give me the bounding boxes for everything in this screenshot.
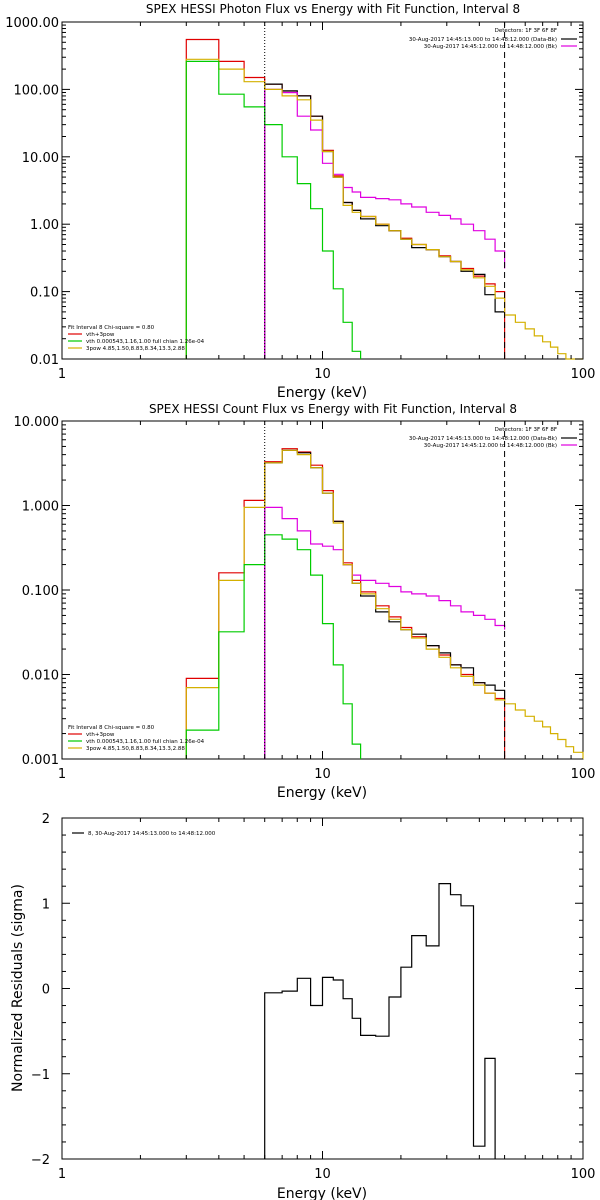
residuals-panel: Energy (keV) Normalized Residuals (sigma… (10, 812, 595, 1200)
photon-flux-axes: 1 10 100 0.01 0.10 1.00 10.00 100.00 1000.00 (5, 16, 595, 382)
count-flux-series-group (185, 421, 584, 759)
residuals-y-tick-label: −2 (31, 1153, 50, 1168)
residuals-series-8-30-aug-2017-14-45-13-000-to-14-48-12-000 (264, 883, 496, 1159)
residuals-y-tick-label: 2 (42, 812, 50, 827)
count-flux-series-vth-3pow (185, 448, 506, 759)
photon-flux-y-tick-label: 1000.00 (5, 16, 59, 31)
photon-flux-series-group (185, 22, 583, 360)
count-flux-legend-item-label: 30-Aug-2017 14:45:13.000 to 14:48:12.000… (409, 436, 557, 442)
residuals-legend-item-label: 8, 30-Aug-2017 14:45:13.000 to 14:48:12.… (88, 831, 216, 837)
residuals-axes: 1 10 100 −2 −1 0 1 2 (31, 812, 596, 1182)
residuals-x-label: Energy (keV) (277, 1186, 367, 1200)
count-flux-title: SPEX HESSI Count Flux vs Energy with Fit… (149, 402, 517, 416)
count-flux-legend-item-label: vth 0.000543,1.16,1.00 full chian 1.26e-… (86, 739, 205, 745)
count-flux-axes: 1 10 100 0.001 0.010 0.100 1.000 10.000 (14, 415, 596, 782)
photon-flux-legend-item-label: 30-Aug-2017 14:45:12.000 to 14:48:12.000… (424, 44, 557, 50)
photon-flux-series-bk (264, 88, 506, 359)
photon-flux-x-tick-label: 100 (571, 367, 596, 382)
photon-flux-legend-item-label: vth 0.000543,1.16,1.00 full chian 1.26e-… (86, 339, 205, 345)
photon-flux-legend-header: Detectors: 1F 3F 6F 8F (495, 28, 557, 34)
residuals-legend: 8, 30-Aug-2017 14:45:13.000 to 14:48:12.… (72, 831, 216, 837)
photon-flux-legend-item-label: 3pow 4.85,1.50,8.83,8.34,13.3,2.88 (86, 346, 185, 352)
residuals-series-group (264, 883, 496, 1159)
count-flux-legend-item-label: 30-Aug-2017 14:45:12.000 to 14:48:12.000… (424, 443, 557, 449)
count-flux-series-3pow (185, 449, 584, 759)
residuals-x-tick-label: 10 (314, 1167, 331, 1182)
photon-flux-legend-item-label: 30-Aug-2017 14:45:13.000 to 14:48:12.000… (409, 37, 557, 43)
photon-flux-y-tick-label: 100.00 (14, 83, 60, 98)
residuals-y-tick-label: 1 (42, 897, 50, 912)
count-flux-x-label: Energy (keV) (277, 785, 367, 801)
photon-flux-series-vth (185, 60, 362, 359)
photon-flux-x-tick-label: 10 (314, 367, 331, 382)
count-flux-legend-item-label: vth+3pow (86, 732, 115, 738)
photon-flux-series-vth-3pow (185, 38, 506, 359)
photon-flux-y-tick-label: 0.01 (30, 353, 59, 368)
photon-flux-y-tick-label: 10.00 (22, 151, 59, 166)
photon-flux-series-3pow (185, 58, 583, 360)
count-flux-x-tick-label: 100 (571, 767, 596, 782)
photon-flux-legend-header: Fit Interval 8 Chi-square = 0.80 (68, 325, 155, 331)
photon-flux-x-tick-label: 1 (58, 367, 66, 382)
photon-flux-legend-item-label: vth+3pow (86, 332, 115, 338)
count-flux-legend-header: Detectors: 1F 3F 6F 8F (495, 427, 557, 433)
photon-flux-x-label: Energy (keV) (277, 385, 367, 401)
count-flux-legend-topright: Detectors: 1F 3F 6F 8F 30-Aug-2017 14:45:… (409, 427, 577, 449)
count-flux-series-bk (264, 506, 506, 759)
residuals-x-tick-label: 1 (58, 1167, 66, 1182)
photon-flux-series-data-bk (264, 83, 505, 359)
count-flux-y-tick-label: 10.000 (14, 415, 60, 430)
residuals-y-tick-label: −1 (31, 1068, 50, 1083)
photon-flux-y-tick-label: 1.00 (30, 218, 59, 233)
residuals-y-tick-label: 0 (42, 983, 50, 998)
photon-flux-title: SPEX HESSI Photon Flux vs Energy with Fi… (146, 2, 520, 16)
photon-flux-panel: SPEX HESSI Photon Flux vs Energy with Fi… (5, 2, 595, 401)
photon-flux-y-tick-label: 0.10 (30, 286, 59, 301)
count-flux-y-tick-label: 1.000 (22, 500, 59, 515)
count-flux-x-tick-label: 1 (58, 767, 66, 782)
residuals-x-tick-label: 100 (571, 1167, 596, 1182)
count-flux-y-tick-label: 0.001 (22, 753, 59, 768)
count-flux-legend-header: Fit Interval 8 Chi-square = 0.80 (68, 725, 155, 731)
photon-flux-legend-bottomleft: Fit Interval 8 Chi-square = 0.80vth+3pow… (68, 325, 205, 352)
count-flux-panel: SPEX HESSI Count Flux vs Energy with Fit… (14, 402, 596, 801)
residuals-y-label: Normalized Residuals (sigma) (10, 884, 26, 1092)
count-flux-series-vth (185, 534, 362, 759)
photon-flux-legend-topright: Detectors: 1F 3F 6F 8F 30-Aug-2017 14:45:… (409, 28, 577, 50)
count-flux-x-tick-label: 10 (314, 767, 331, 782)
count-flux-y-tick-label: 0.100 (22, 584, 59, 599)
count-flux-series-data-bk (264, 449, 506, 759)
count-flux-y-tick-label: 0.010 (22, 669, 59, 684)
count-flux-legend-bottomleft: Fit Interval 8 Chi-square = 0.80vth+3pow… (68, 725, 205, 752)
count-flux-legend-item-label: 3pow 4.85,1.50,8.83,8.34,13.3,2.88 (86, 746, 185, 752)
